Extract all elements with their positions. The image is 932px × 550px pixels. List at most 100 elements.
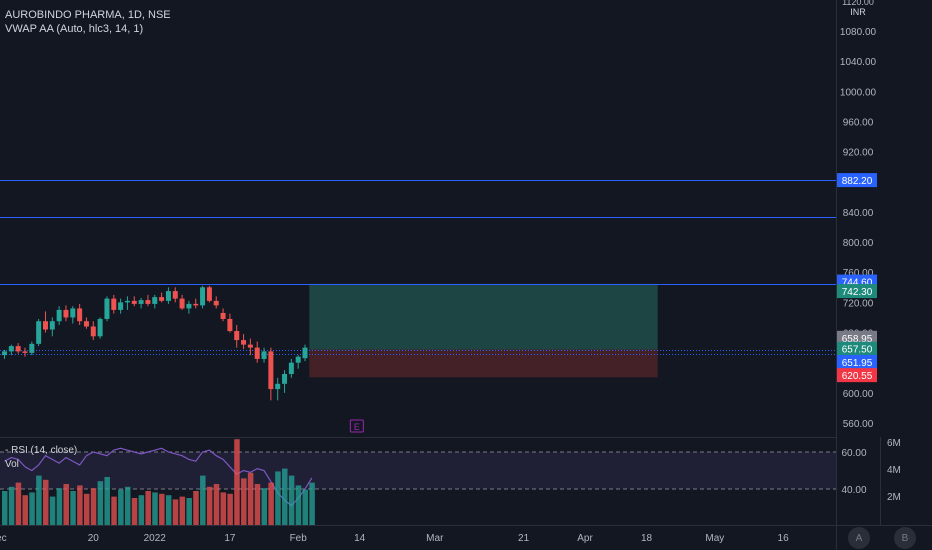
candle: [138, 300, 144, 304]
price-tick: 600.00: [843, 389, 874, 400]
rsi-label-text: RSI (14, close): [11, 445, 78, 456]
time-tick: 16: [778, 533, 790, 544]
price-tick: 560.00: [843, 419, 874, 430]
price-badge-label: 882.20: [842, 176, 873, 187]
candle: [234, 331, 240, 341]
volume-bar: [247, 472, 254, 526]
candle: [36, 321, 42, 344]
volume-bar: [63, 484, 69, 526]
volume-bar: [165, 495, 172, 526]
volume-bar: [97, 481, 104, 526]
price-tick: 1040.00: [840, 57, 877, 68]
candle: [193, 303, 199, 306]
price-badge-label: 658.95: [842, 334, 873, 345]
candle: [97, 318, 103, 337]
volume-bar: [56, 488, 63, 526]
time-tick: Feb: [290, 533, 308, 544]
volume-bar: [49, 496, 56, 526]
earnings-event-marker: [349, 419, 364, 433]
price-badge: [837, 341, 877, 356]
volume-bar: [118, 489, 124, 526]
candle: [159, 297, 165, 301]
price-badge: [837, 354, 877, 369]
time-tick: 2022: [144, 533, 167, 544]
candle: [241, 340, 247, 345]
position-stop-zone: [309, 349, 658, 378]
time-tick: Apr: [577, 533, 593, 544]
price-badge-label: 744.60: [842, 278, 873, 289]
indicator-title[interactable]: VWAP AA (Auto, hlc3, 14, 1): [5, 23, 144, 35]
candle: [200, 287, 206, 306]
volume-bar: [124, 486, 131, 526]
volume-bar: [254, 484, 261, 526]
volume-bar: [70, 491, 76, 526]
price-badge: [837, 173, 877, 188]
earnings-event-label: E: [354, 422, 360, 432]
price-tick: 800.00: [843, 238, 874, 249]
volume-scale-tick: 2M: [887, 492, 901, 503]
candle: [186, 303, 192, 309]
candle: [77, 308, 83, 322]
candle: [70, 308, 76, 318]
volume-bar: [282, 468, 288, 526]
volume-bar: [131, 498, 138, 526]
rsi-band: [0, 452, 836, 489]
candle: [124, 300, 130, 303]
volume-bar: [220, 492, 227, 526]
candle: [145, 300, 151, 304]
rsi-level-label: 40.00: [841, 485, 866, 496]
rsi-line: [4, 447, 313, 507]
volume-bar: [302, 489, 309, 526]
candle: [83, 321, 89, 327]
candle: [227, 318, 233, 332]
price-tick: 840.00: [843, 208, 874, 219]
volume-bar: [206, 486, 213, 526]
time-tick: 20: [88, 533, 100, 544]
time-tick: 14: [354, 533, 366, 544]
volume-bar: [275, 471, 281, 526]
volume-bar: [179, 496, 186, 526]
currency-label: INR: [850, 7, 866, 17]
candle: [49, 321, 55, 330]
candle: [2, 351, 7, 356]
price-badge-label: 742.30: [842, 287, 873, 298]
candle: [8, 346, 14, 352]
volume-bar: [159, 493, 165, 526]
candle: [56, 309, 62, 322]
rsi-indicator-label[interactable]: - RSI (14, close): [5, 445, 78, 456]
candle: [254, 347, 260, 359]
volume-bar: [295, 485, 302, 526]
volume-bar: [22, 495, 28, 526]
log-scale-button[interactable]: B: [894, 527, 916, 549]
volume-bar: [261, 488, 268, 526]
volume-bar: [268, 482, 274, 526]
volume-bar: [8, 486, 15, 526]
candle: [282, 374, 288, 384]
time-tick: 21: [518, 533, 530, 544]
volume-bar: [213, 484, 220, 526]
price-tick: 760.00: [843, 268, 874, 279]
time-tick: 17: [224, 533, 236, 544]
volume-bar: [186, 498, 192, 526]
time-tick: Dec: [0, 533, 7, 544]
price-tick-clipped: 1120.00: [842, 0, 874, 7]
volume-indicator-label[interactable]: Vol: [5, 459, 19, 470]
auto-scale-button[interactable]: A: [848, 527, 870, 549]
price-tick: 1000.00: [840, 87, 877, 98]
volume-bar: [42, 479, 49, 526]
volume-bar: [152, 492, 158, 526]
volume-bar: [200, 475, 206, 526]
symbol-title[interactable]: AUROBINDO PHARMA, 1D, NSE: [5, 9, 171, 21]
rsi-level-label: 60.00: [841, 448, 866, 459]
price-badge-label: 657.50: [842, 345, 873, 356]
candle: [131, 300, 137, 304]
volume-bar: [104, 477, 110, 526]
candle: [152, 297, 158, 304]
price-badge-label: 620.55: [842, 371, 873, 382]
time-tick: May: [705, 533, 724, 544]
candle: [111, 298, 117, 310]
candle: [295, 356, 301, 363]
volume-bar: [227, 493, 233, 526]
